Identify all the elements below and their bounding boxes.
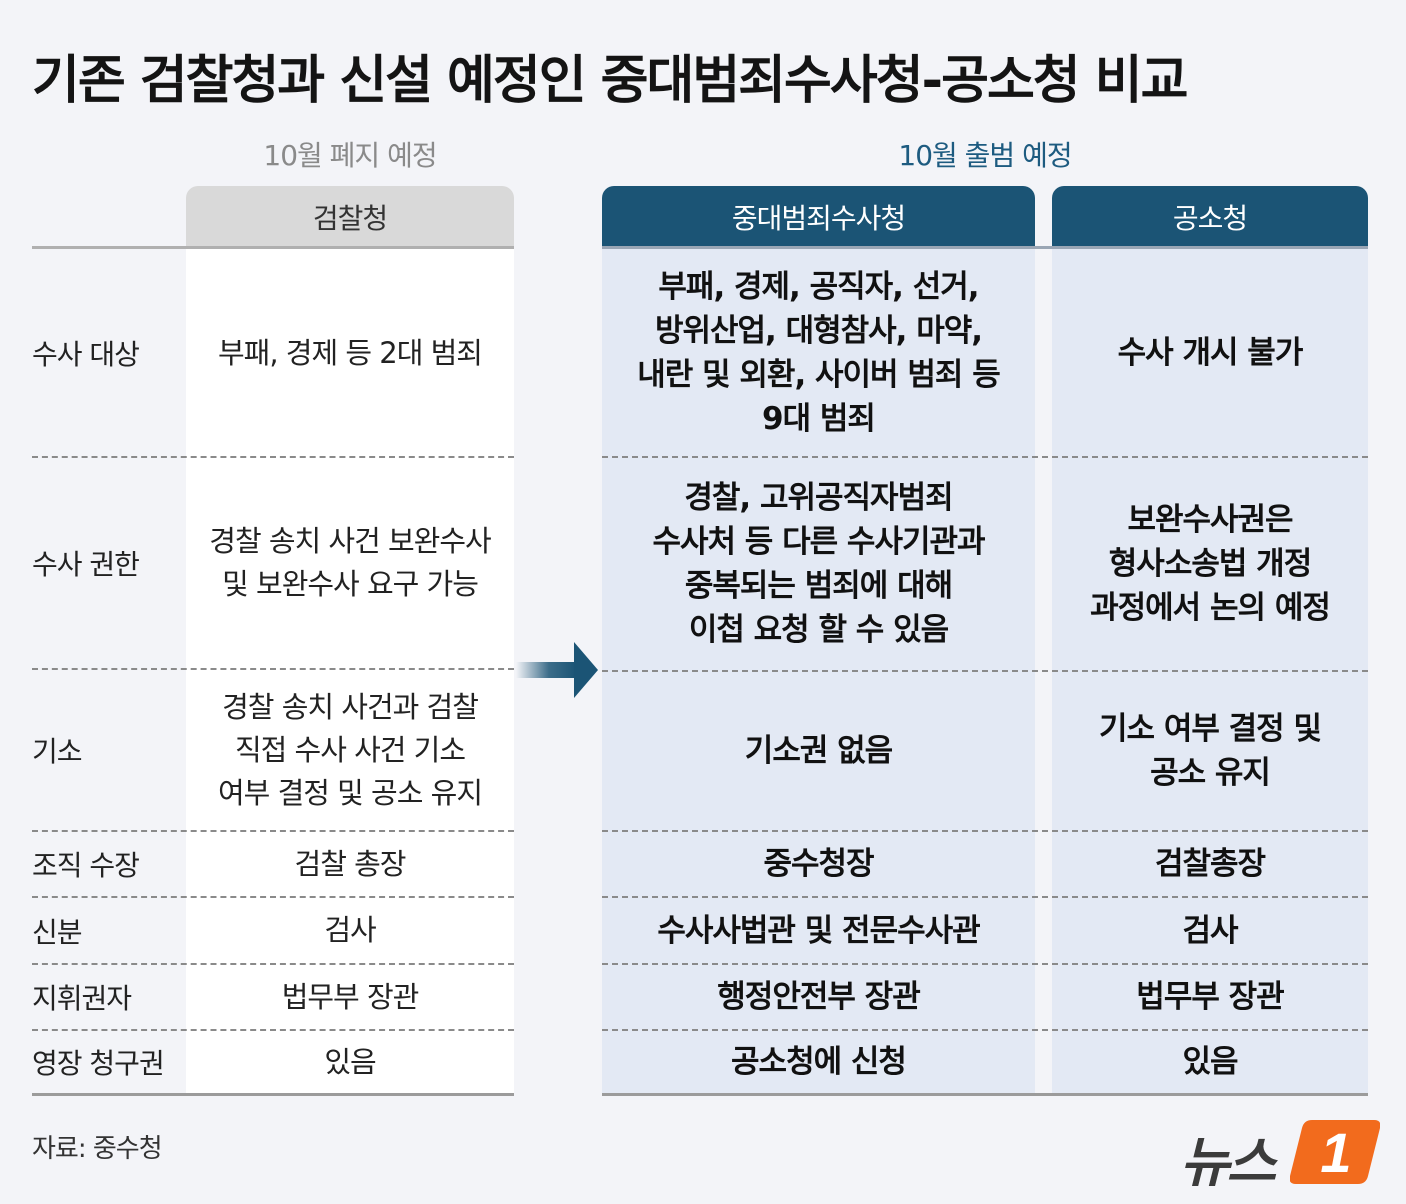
cell-old-status: 검사 bbox=[324, 913, 376, 947]
cell-prosecution-organization-head: 검찰총장 bbox=[1154, 846, 1266, 882]
row-divider bbox=[602, 963, 1368, 965]
header-prosecutors-office: 검찰청 bbox=[186, 186, 514, 248]
cell-prosecution-status: 검사 bbox=[1182, 912, 1238, 949]
cell-old-commander: 법무부 장관 bbox=[281, 979, 420, 1014]
header-public-prosecution-office: 공소청 bbox=[1052, 186, 1368, 248]
cell-old-organization-head: 검찰 총장 bbox=[294, 846, 407, 881]
row-label-commander: 지휘권자 bbox=[32, 982, 132, 1015]
logo-mark-number: 1 bbox=[1320, 1121, 1351, 1184]
row-label-warrant-request: 영장 청구권 bbox=[32, 1047, 165, 1080]
logo-text: 뉴스 bbox=[1180, 1131, 1276, 1194]
row-divider bbox=[602, 830, 1368, 832]
table-bottom-rule-right bbox=[602, 1093, 1368, 1096]
cell-serious-crime-status: 수사사법관 및 전문수사관 bbox=[657, 912, 980, 949]
cell-old-indictment: 경찰 송치 사건과 검찰 직접 수사 사건 기소 여부 결정 및 공소 유지 bbox=[218, 689, 483, 810]
cell-serious-crime-investigation-target: 부패, 경제, 공직자, 선거, 방위산업, 대형참사, 마약, 내란 및 외환… bbox=[637, 269, 1000, 437]
new-status-label: 10월 출범 예정 bbox=[898, 139, 1072, 172]
cell-serious-crime-investigation-authority: 경찰, 고위공직자범죄 수사처 등 다른 수사기관과 중복되는 범죄에 대해 이… bbox=[652, 480, 985, 648]
cell-prosecution-investigation-target: 수사 개시 불가 bbox=[1117, 335, 1304, 371]
table-top-rule-right bbox=[602, 246, 1368, 249]
cell-prosecution-investigation-authority: 보완수사권은 형사소송법 개정 과정에서 논의 예정 bbox=[1090, 502, 1331, 626]
row-divider bbox=[32, 1029, 514, 1031]
row-label-investigation-authority: 수사 권한 bbox=[32, 548, 140, 581]
header-serious-crime-agency: 중대범죄수사청 bbox=[602, 186, 1035, 248]
cell-old-warrant-request: 있음 bbox=[324, 1044, 376, 1079]
row-divider bbox=[32, 830, 514, 832]
row-divider bbox=[602, 1029, 1368, 1031]
cell-old-investigation-target: 부패, 경제 등 2대 범죄 bbox=[218, 335, 483, 370]
cell-prosecution-commander: 법무부 장관 bbox=[1136, 979, 1284, 1015]
row-divider bbox=[32, 456, 514, 458]
cell-old-investigation-authority: 경찰 송치 사건 보완수사 및 보완수사 요구 가능 bbox=[209, 524, 491, 601]
logo-mark: 1 bbox=[1290, 1120, 1380, 1184]
row-label-organization-head: 조직 수장 bbox=[32, 849, 140, 882]
row-label-investigation-target: 수사 대상 bbox=[32, 338, 140, 371]
row-label-status: 신분 bbox=[32, 915, 83, 949]
page-title: 기존 검찰청과 신설 예정인 중대범죄수사청-공소청 비교 bbox=[32, 51, 1188, 111]
old-column-background bbox=[186, 248, 514, 1096]
cell-serious-crime-indictment: 기소권 없음 bbox=[744, 733, 893, 769]
cell-serious-crime-organization-head: 중수청장 bbox=[763, 846, 874, 882]
cell-serious-crime-warrant-request: 공소청에 신청 bbox=[731, 1044, 907, 1080]
row-divider bbox=[32, 896, 514, 898]
row-label-indictment: 기소 bbox=[32, 735, 83, 768]
row-divider bbox=[602, 896, 1368, 898]
row-divider bbox=[602, 670, 1368, 672]
table-bottom-rule-left bbox=[32, 1093, 514, 1096]
cell-prosecution-indictment: 기소 여부 결정 및 공소 유지 bbox=[1098, 711, 1322, 791]
row-divider bbox=[602, 456, 1368, 458]
row-divider bbox=[32, 668, 514, 670]
row-divider bbox=[32, 963, 514, 965]
news1-logo: 뉴스 1 bbox=[1180, 1112, 1380, 1194]
old-status-label: 10월 폐지 예정 bbox=[263, 139, 437, 172]
arrow-right-icon bbox=[516, 642, 598, 698]
table-top-rule-left bbox=[32, 246, 514, 249]
cell-prosecution-warrant-request: 있음 bbox=[1182, 1044, 1238, 1080]
source-note: 자료: 중수청 bbox=[32, 1134, 163, 1164]
prosecution-column-background bbox=[1052, 248, 1368, 1096]
serious-crime-column-background bbox=[602, 248, 1035, 1096]
cell-serious-crime-commander: 행정안전부 장관 bbox=[717, 979, 920, 1015]
